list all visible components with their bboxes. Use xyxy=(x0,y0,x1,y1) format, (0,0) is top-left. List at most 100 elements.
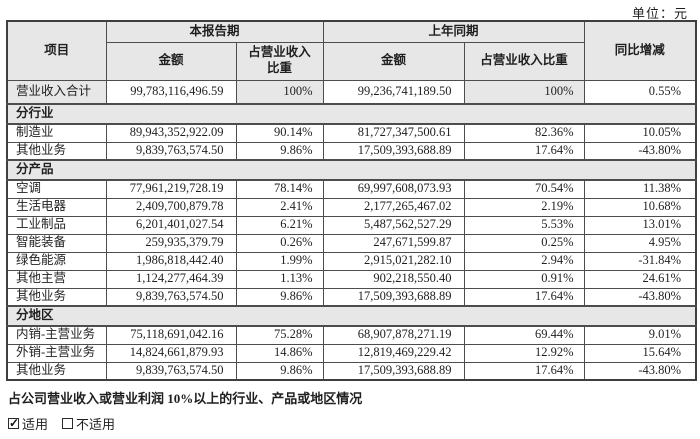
current-amount-cell: 89,943,352,922.09 xyxy=(105,123,237,143)
checked-checkbox-icon[interactable] xyxy=(8,416,19,431)
current-amount-cell: 1,986,818,442.40 xyxy=(105,251,237,271)
table-row: 空调 77,961,219,728.19 78.14% 69,997,608,0… xyxy=(6,179,697,199)
row-label: 其他主营 xyxy=(6,269,107,289)
prior-pct-cell: 2.94% xyxy=(463,251,585,271)
row-label: 绿色能源 xyxy=(6,251,107,271)
yoy-cell: 24.61% xyxy=(583,269,697,289)
prior-amount-cell: 247,671,599.87 xyxy=(322,233,465,253)
row-label: 营业收入合计 xyxy=(6,79,107,105)
row-label: 制造业 xyxy=(6,123,107,143)
header-yoy-change: 同比增减 xyxy=(583,20,697,81)
prior-pct-cell: 2.19% xyxy=(463,197,585,217)
prior-pct-cell: 12.92% xyxy=(463,343,585,363)
prior-pct-cell: 17.64% xyxy=(463,287,585,307)
row-label: 其他业务 xyxy=(6,361,107,381)
table-row: 其他业务 9,839,763,574.50 9.86% 17,509,393,6… xyxy=(6,361,697,381)
current-pct-cell: 6.21% xyxy=(235,215,324,235)
yoy-cell: -31.84% xyxy=(583,251,697,271)
row-label: 生活电器 xyxy=(6,197,107,217)
prior-pct-cell: 69.44% xyxy=(463,325,585,345)
header-item: 项目 xyxy=(6,20,107,81)
current-pct-cell: 100% xyxy=(235,79,324,105)
current-amount-cell: 9,839,763,574.50 xyxy=(105,287,237,307)
prior-pct-cell: 17.64% xyxy=(463,361,585,381)
current-amount-cell: 9,839,763,574.50 xyxy=(105,361,237,381)
applicable-option[interactable]: 适用 xyxy=(8,414,48,433)
section-title: 分地区 xyxy=(6,305,697,327)
yoy-cell: 13.01% xyxy=(583,215,697,235)
prior-amount-cell: 2,177,265,467.02 xyxy=(322,197,465,217)
current-pct-cell: 0.26% xyxy=(235,233,324,253)
section-row-industry: 分行业 xyxy=(6,103,697,125)
prior-amount-cell: 12,819,469,229.42 xyxy=(322,343,465,363)
row-label: 其他业务 xyxy=(6,287,107,307)
current-pct-cell: 75.28% xyxy=(235,325,324,345)
table-row: 其他业务 9,839,763,574.50 9.86% 17,509,393,6… xyxy=(6,141,697,161)
revenue-breakdown-table: 项目 本报告期 上年同期 同比增减 金额 占营业收入比重 金额 占营业收入比重 … xyxy=(6,20,698,381)
current-amount-cell: 6,201,401,027.54 xyxy=(105,215,237,235)
row-label: 空调 xyxy=(6,179,107,199)
prior-amount-cell: 69,997,608,073.93 xyxy=(322,179,465,199)
header-current-amount: 金额 xyxy=(105,41,237,81)
current-amount-cell: 1,124,277,464.39 xyxy=(105,269,237,289)
current-amount-cell: 75,118,691,042.16 xyxy=(105,325,237,345)
current-pct-cell: 9.86% xyxy=(235,287,324,307)
current-pct-cell: 14.86% xyxy=(235,343,324,363)
prior-pct-cell: 0.25% xyxy=(463,233,585,253)
section-row-product: 分产品 xyxy=(6,159,697,181)
header-current-period: 本报告期 xyxy=(105,20,324,43)
current-amount-cell: 9,839,763,574.50 xyxy=(105,141,237,161)
table-row: 绿色能源 1,986,818,442.40 1.99% 2,915,021,28… xyxy=(6,251,697,271)
prior-pct-cell: 17.64% xyxy=(463,141,585,161)
section-row-region: 分地区 xyxy=(6,305,697,327)
section-title: 分产品 xyxy=(6,159,697,181)
table-row: 工业制品 6,201,401,027.54 6.21% 5,487,562,52… xyxy=(6,215,697,235)
prior-pct-cell: 0.91% xyxy=(463,269,585,289)
header-prior-period: 上年同期 xyxy=(322,20,585,43)
prior-amount-cell: 99,236,741,189.50 xyxy=(322,79,465,105)
current-amount-cell: 259,935,379.79 xyxy=(105,233,237,253)
prior-amount-cell: 5,487,562,527.29 xyxy=(322,215,465,235)
prior-amount-cell: 17,509,393,688.89 xyxy=(322,141,465,161)
current-pct-cell: 78.14% xyxy=(235,179,324,199)
yoy-cell: 10.05% xyxy=(583,123,697,143)
current-pct-cell: 9.86% xyxy=(235,141,324,161)
current-pct-cell: 9.86% xyxy=(235,361,324,381)
prior-amount-cell: 2,915,021,282.10 xyxy=(322,251,465,271)
prior-amount-cell: 17,509,393,688.89 xyxy=(322,361,465,381)
current-pct-cell: 1.99% xyxy=(235,251,324,271)
header-row-measures: 金额 占营业收入比重 金额 占营业收入比重 xyxy=(7,41,696,81)
row-label: 外销-主营业务 xyxy=(6,343,107,363)
current-pct-cell: 90.14% xyxy=(235,123,324,143)
yoy-cell: 0.55% xyxy=(583,79,697,105)
header-current-pct: 占营业收入比重 xyxy=(235,41,324,81)
yoy-cell: 4.95% xyxy=(583,233,697,253)
prior-amount-cell: 17,509,393,688.89 xyxy=(322,287,465,307)
yoy-cell: 10.68% xyxy=(583,197,697,217)
yoy-cell: -43.80% xyxy=(583,361,697,381)
header-row-periods: 项目 本报告期 上年同期 同比增减 xyxy=(6,20,697,81)
row-label: 内销-主营业务 xyxy=(6,325,107,345)
header-prior-amount: 金额 xyxy=(322,41,465,81)
threshold-note: 占公司营业收入或营业利润 10%以上的行业、产品或地区情况 xyxy=(8,391,363,406)
prior-pct-cell: 100% xyxy=(463,79,585,105)
unchecked-checkbox-icon[interactable] xyxy=(62,418,74,429)
prior-amount-cell: 81,727,347,500.61 xyxy=(322,123,465,143)
table-row: 其他主营 1,124,277,464.39 1.13% 902,218,550.… xyxy=(6,269,697,289)
table-row: 智能装备 259,935,379.79 0.26% 247,671,599.87… xyxy=(6,233,697,253)
row-label: 智能装备 xyxy=(6,233,107,253)
yoy-cell: 11.38% xyxy=(583,179,697,199)
header-prior-pct: 占营业收入比重 xyxy=(463,41,585,81)
table-row: 内销-主营业务 75,118,691,042.16 75.28% 68,907,… xyxy=(6,325,697,345)
yoy-cell: 15.64% xyxy=(583,343,697,363)
current-pct-cell: 1.13% xyxy=(235,269,324,289)
current-amount-cell: 14,824,661,879.93 xyxy=(105,343,237,363)
table-row: 生活电器 2,409,700,879.78 2.41% 2,177,265,46… xyxy=(6,197,697,217)
total-revenue-row: 营业收入合计 99,783,116,496.59 100% 99,236,741… xyxy=(6,79,697,105)
section-title: 分行业 xyxy=(6,103,697,125)
prior-amount-cell: 68,907,878,271.19 xyxy=(322,325,465,345)
not-applicable-option[interactable]: 不适用 xyxy=(62,414,115,433)
unit-label: 单位：元 xyxy=(631,6,688,21)
row-label: 工业制品 xyxy=(6,215,107,235)
prior-pct-cell: 70.54% xyxy=(463,179,585,199)
